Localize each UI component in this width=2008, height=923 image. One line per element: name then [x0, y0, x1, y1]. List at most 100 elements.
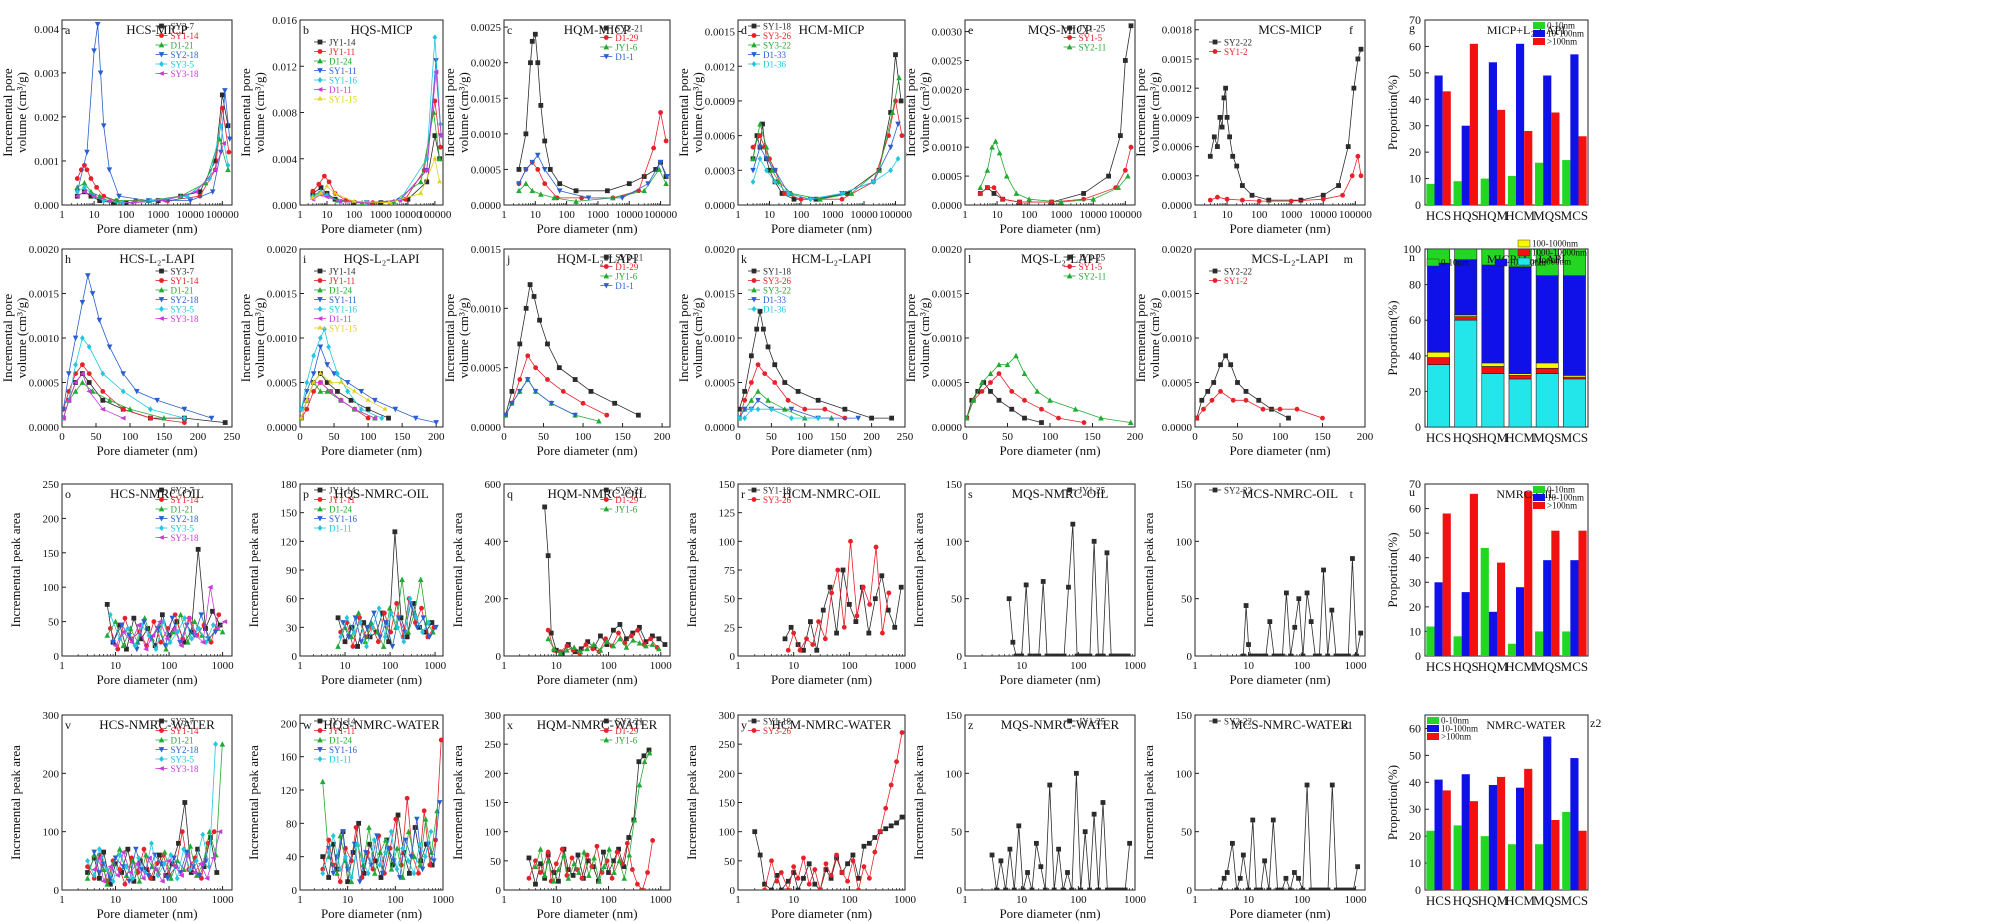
y-tick-label: 180	[281, 479, 298, 491]
data-point	[210, 855, 216, 861]
x-tick-label: 100	[841, 660, 858, 672]
data-point	[738, 406, 742, 412]
bar-0-10nm-HQS	[1453, 825, 1462, 890]
data-point	[89, 291, 96, 297]
data-point	[591, 854, 597, 861]
data-point	[1275, 887, 1281, 890]
data-point	[988, 380, 993, 385]
data-point	[371, 415, 378, 421]
series-group	[309, 34, 443, 205]
data-point	[371, 837, 377, 843]
data-point	[1053, 653, 1059, 656]
data-point	[395, 615, 402, 621]
y-tick-label: 0.0015	[932, 289, 963, 301]
x-axis-label: Pore diameter (nm)	[999, 906, 1100, 921]
data-point	[133, 846, 139, 853]
data-point	[119, 870, 125, 875]
data-point	[1239, 183, 1245, 188]
data-point	[317, 268, 323, 274]
data-point	[187, 198, 194, 204]
legend-label: SY3-7	[171, 717, 195, 727]
data-point	[436, 155, 443, 162]
data-point	[817, 196, 823, 202]
data-point	[1325, 653, 1331, 656]
data-point	[1081, 196, 1087, 202]
data-point	[1095, 653, 1101, 656]
data-point	[310, 188, 316, 194]
legend-swatch	[1517, 257, 1531, 266]
data-point	[603, 718, 609, 724]
y-tick-label: 50	[1181, 827, 1193, 839]
data-point	[1243, 603, 1249, 608]
data-point	[225, 166, 231, 173]
legend-label: SY1-5	[1079, 33, 1103, 43]
y-tick-label: 150	[946, 710, 963, 722]
data-point	[769, 858, 774, 864]
data-point	[407, 595, 413, 602]
bar->10000nm-MCS	[1562, 378, 1586, 428]
data-point	[158, 766, 164, 771]
data-point	[200, 831, 206, 838]
y-tick-label: 0	[1415, 198, 1421, 212]
x-tick-label: 50	[1232, 431, 1244, 443]
y-tick-label: 50	[724, 856, 736, 868]
data-point	[1207, 197, 1213, 203]
data-point	[104, 881, 111, 887]
data-point	[1329, 782, 1335, 788]
data-point	[1078, 653, 1084, 656]
data-point	[1228, 362, 1234, 368]
series-group	[504, 282, 641, 424]
data-point	[202, 179, 209, 186]
legend-label: SY3-18	[171, 764, 200, 774]
data-point	[893, 98, 898, 104]
series-line-SY2-11	[979, 140, 1129, 203]
y-tick-label: 0.0020	[705, 244, 736, 256]
data-point	[886, 590, 892, 596]
bar-10-100nm-HQS	[1461, 125, 1470, 205]
data-point	[1212, 487, 1218, 493]
data-point	[584, 645, 590, 652]
data-point	[601, 849, 606, 855]
x-axis-label: Pore diameter (nm)	[771, 443, 872, 458]
data-point	[533, 881, 538, 887]
data-point	[318, 185, 324, 191]
data-point	[420, 615, 427, 621]
y-tick-label: 0.0010	[267, 333, 298, 345]
legend-label: SY3-7	[171, 486, 195, 496]
y-tick-label: 0	[1187, 651, 1193, 663]
bar-0-10nm-MCS	[1562, 811, 1571, 890]
data-point	[164, 636, 170, 642]
data-point	[162, 860, 167, 867]
plot-frame	[737, 19, 906, 206]
data-point	[72, 388, 79, 394]
x-tick-label: 100	[1294, 660, 1311, 672]
x-tick-label: 200	[190, 431, 207, 443]
data-point	[504, 412, 509, 419]
data-point	[405, 629, 412, 635]
series-line-SY3-7	[106, 549, 221, 651]
data-point	[145, 626, 151, 631]
data-point	[776, 178, 782, 185]
data-point	[182, 415, 187, 422]
y-axis-label: volume (cm³/g)	[252, 72, 267, 153]
y-tick-label: 300	[43, 710, 60, 722]
x-tick-label: 0	[59, 431, 65, 443]
y-tick-label: 200	[43, 513, 60, 525]
data-point	[751, 497, 757, 502]
series-line-SY1-2	[1210, 156, 1362, 202]
data-point	[556, 188, 563, 194]
data-point	[206, 828, 213, 835]
data-point	[365, 397, 371, 403]
data-point	[337, 397, 344, 403]
x-tick-label: 10	[89, 209, 101, 221]
data-point	[181, 406, 188, 413]
y-axis-label: volume (cm³/g)	[14, 298, 29, 379]
data-point	[211, 829, 217, 835]
data-point	[596, 418, 602, 424]
legend-label: SY3-5	[171, 305, 195, 315]
data-point	[1230, 153, 1236, 159]
data-point	[1243, 389, 1249, 394]
series-group	[526, 747, 656, 890]
data-point	[112, 855, 119, 861]
